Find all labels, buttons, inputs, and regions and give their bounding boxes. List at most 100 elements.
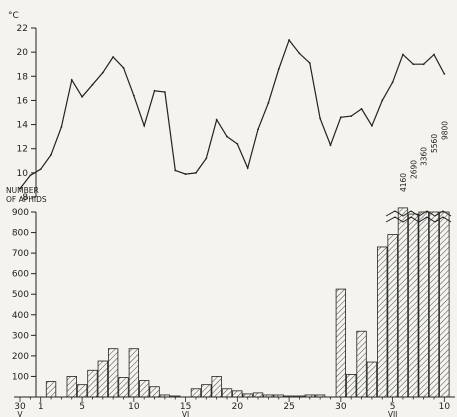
temperature-point	[350, 115, 353, 118]
axis-break-bottom	[385, 216, 452, 223]
temperature-point	[70, 79, 73, 81]
temperature-chart: °C 8 10 12 14 16 18 20 22	[8, 11, 446, 203]
aphid-y-axis-label-line2: OF APHIDS	[6, 195, 47, 204]
temperature-point	[50, 153, 52, 156]
aphid-bar	[418, 211, 429, 398]
temperature-point	[205, 157, 208, 160]
aphid-value-label: 2690	[409, 160, 418, 179]
axis-break-top	[385, 210, 452, 217]
aphid-bar	[232, 390, 243, 398]
aphid-bar	[107, 348, 119, 398]
aphid-bar	[76, 384, 88, 398]
temperature-point	[360, 107, 363, 110]
aphid-bar	[221, 388, 233, 398]
temperature-point	[412, 63, 415, 66]
x-axis-ticks: 30 1 5 10 15 20 25 30 5 10	[14, 397, 450, 412]
temperature-point	[184, 173, 187, 175]
aphid-tick-label: 900	[12, 208, 29, 218]
temperature-series-line	[19, 38, 445, 189]
x-tick-label: 30	[335, 402, 347, 412]
month-label: V	[17, 410, 23, 417]
temperature-point	[433, 53, 435, 56]
aphid-tick-label: 700	[12, 249, 29, 259]
temperature-point	[91, 83, 94, 86]
temperature-point	[215, 118, 218, 121]
temperature-tick-label: 18	[17, 72, 29, 82]
temperature-point	[402, 53, 404, 56]
temperature-tick-label: 16	[17, 96, 29, 106]
temperature-point	[443, 72, 446, 75]
temperature-point	[257, 128, 259, 131]
temperature-point	[267, 101, 270, 104]
aphid-tick-label: 200	[12, 352, 29, 362]
temperature-point	[195, 171, 197, 174]
temperature-point	[381, 99, 384, 102]
month-label: VII	[388, 410, 398, 417]
aphid-bar	[128, 348, 140, 398]
aphid-bar	[335, 288, 347, 398]
aphid-bar	[149, 386, 160, 398]
temperature-point	[153, 89, 156, 92]
month-label: VI	[182, 410, 189, 417]
temperature-point	[19, 187, 21, 190]
aphid-y-axis-label-line1: NUMBER	[6, 186, 39, 195]
aphid-y-ticks: 100 200 300 400 500 600 700 800 900	[12, 208, 36, 382]
temperature-point	[422, 63, 425, 66]
temperature-point	[39, 168, 42, 171]
aphid-bar	[387, 234, 398, 398]
temperature-point	[112, 56, 115, 58]
aphid-bar	[97, 360, 108, 398]
temperature-point	[101, 71, 104, 74]
temperature-point	[308, 62, 311, 64]
temperature-y-ticks: 8 10 12 14 16 18 20 22	[17, 24, 36, 203]
aphid-value-label: 3360	[420, 147, 429, 166]
aphid-tick-label: 800	[12, 229, 29, 239]
aphid-bar	[408, 213, 419, 398]
aphid-bar	[211, 376, 222, 398]
aphid-y-axis-label: NUMBER OF APHIDS	[6, 186, 47, 204]
temperature-point	[60, 126, 63, 128]
aphid-bar	[366, 361, 378, 398]
aphid-bar	[45, 381, 57, 398]
aphid-value-label: 4160	[399, 173, 408, 192]
x-tick-label: 25	[283, 402, 294, 412]
aphid-chart: NUMBER OF APHIDS 100 200 300 400 500 600 700 80…	[6, 121, 455, 417]
aphid-bar	[190, 388, 202, 398]
temperature-point	[132, 94, 135, 97]
x-tick-label: 5	[79, 402, 85, 412]
aphid-tick-label: 400	[12, 311, 29, 321]
x-tick-label: 10	[439, 402, 451, 412]
aphid-bar	[439, 211, 450, 398]
temperature-point	[339, 116, 342, 119]
aphid-bar	[66, 376, 77, 398]
aphid-bar	[356, 330, 367, 398]
aphid-bar	[252, 392, 264, 398]
temperature-point	[122, 66, 125, 69]
aphid-bar	[377, 246, 388, 398]
aphid-value-label: 5560	[430, 134, 439, 153]
temperature-point	[329, 144, 332, 146]
aphid-value-label: 9800	[440, 121, 449, 140]
temperature-point	[236, 142, 239, 145]
aphid-bar	[139, 380, 150, 398]
x-tick-label: 5	[390, 402, 396, 412]
temperature-point	[174, 169, 177, 172]
aphid-tick-label: 600	[12, 270, 29, 280]
temperature-point	[246, 167, 249, 169]
temperature-point	[29, 174, 32, 177]
temperature-point	[226, 135, 228, 138]
aphid-tick-label: 500	[12, 290, 29, 300]
aphid-bar	[346, 373, 357, 398]
temperature-points	[19, 39, 446, 190]
x-tick-label: 1	[38, 402, 44, 412]
x-tick-label: 20	[232, 402, 244, 412]
temperature-point	[143, 124, 146, 127]
aphid-bar	[397, 207, 409, 398]
temperature-tick-label: 8	[22, 193, 28, 203]
temperature-point	[288, 39, 290, 41]
aphid-bar	[87, 369, 98, 398]
temperature-point	[319, 117, 322, 120]
aphid-bar	[428, 211, 440, 398]
